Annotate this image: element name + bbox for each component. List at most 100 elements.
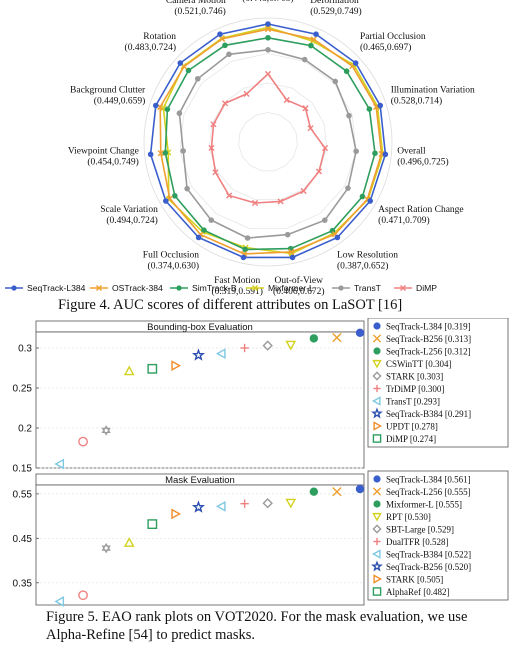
radar-point: [265, 21, 271, 27]
legend-marker: [372, 359, 382, 369]
rank-point: [191, 500, 205, 513]
radar-point: [284, 231, 291, 238]
legend-label: CSWinTT [0.304]: [386, 359, 451, 369]
radar-point: [185, 67, 192, 74]
legend-marker: [176, 285, 182, 291]
radar-point: [302, 105, 309, 112]
radar-point: [201, 227, 207, 233]
legend-marker: [11, 285, 17, 291]
rank-point: [54, 458, 65, 470]
legend-label: SeqTrack-L256 [0.555]: [386, 487, 471, 497]
radar-point: [217, 31, 223, 38]
radar-point: [180, 148, 186, 154]
attribute-range: (0.448,0.705): [242, 0, 293, 4]
radar-point: [226, 192, 233, 199]
legend-label: SBT-Large [0.529]: [386, 525, 454, 535]
legend-item: Mixformer-L [0.555]: [373, 500, 462, 510]
rank-point: [240, 499, 249, 508]
legend-item: SeqTrack-L384: [5, 283, 86, 293]
radar-point: [300, 187, 307, 195]
legend-item: STARK [0.505]: [373, 574, 443, 585]
legend-label: TransT: [354, 283, 382, 293]
radar-point: [310, 36, 317, 43]
attribute-range: (0.465,0.697): [360, 42, 411, 53]
radar-point: [195, 234, 202, 241]
radar-point: [366, 106, 373, 112]
attribute-name: Rotation: [143, 32, 176, 42]
rank-point: [171, 508, 182, 520]
y-tick-label: 0.3: [18, 344, 32, 355]
rank-point: [285, 340, 297, 351]
legend-marker: [373, 574, 383, 584]
rank-point: [240, 343, 249, 353]
attribute-name: Low Resolution: [337, 251, 398, 261]
legend-label: SimTrack-B: [192, 283, 237, 293]
radar-point: [353, 148, 359, 155]
figure-5-caption: Figure 5. EAO rank plots on VOT2020. For…: [46, 609, 468, 643]
legend-marker: [373, 347, 381, 355]
legend-label: SeqTrack-L384 [0.319]: [386, 322, 471, 332]
attribute-label: Aspect Ration Change(0.471,0.709): [378, 205, 463, 226]
rank-point: [123, 537, 135, 547]
rank-point: [54, 596, 65, 607]
legend-item: SeqTrack-L384 [0.319]: [373, 322, 471, 332]
radar-series-line: [162, 26, 384, 255]
rank-point: [171, 360, 182, 371]
rank-point: [262, 340, 273, 351]
radar-point: [162, 149, 169, 156]
legend-label: DualTFR [0.528]: [386, 537, 449, 547]
rank-point: [309, 334, 319, 343]
attribute-name: Deformation: [310, 0, 359, 6]
legend-item: TransT: [332, 283, 382, 293]
rank-point: [101, 425, 111, 436]
radar-point: [221, 100, 229, 107]
legend-marker: [371, 560, 383, 572]
radar-point: [210, 121, 217, 128]
attribute-label: Background Clutter(0.449,0.659): [70, 85, 146, 106]
attribute-label: Overall(0.496,0.725): [397, 146, 448, 167]
attribute-range: (0.374,0.630): [148, 261, 199, 272]
legend-item: SeqTrack-L384 [0.561]: [373, 475, 471, 485]
legend-marker: [372, 434, 382, 443]
attribute-range: (0.483,0.724): [125, 42, 176, 53]
radar-series-dimp: [208, 70, 329, 207]
plot-area: [35, 331, 365, 469]
y-tick-label: 0.45: [13, 534, 33, 545]
legend-marker: [372, 334, 382, 343]
legend-item: SeqTrack-B256 [0.313]: [372, 334, 471, 344]
legend-item: STARK [0.303]: [372, 371, 443, 382]
radar-point: [301, 56, 308, 63]
radar-point: [163, 198, 169, 204]
attribute-range: (0.471,0.709): [378, 215, 429, 226]
legend-label: RPT [0.530]: [386, 512, 431, 522]
legend-item: Mixformer-L: [246, 283, 314, 293]
legend-box: [367, 318, 509, 448]
radar-point: [289, 254, 296, 261]
attribute-name: Scale Variation: [100, 205, 158, 215]
legend-marker: [373, 322, 381, 330]
radar-point: [172, 193, 178, 199]
attribute-name: Overall: [397, 146, 426, 156]
legend-box: [367, 470, 509, 601]
rank-point: [309, 487, 319, 496]
attribute-name: Illumination Variation: [391, 85, 475, 95]
attribute-label: Rotation(0.483,0.724): [125, 32, 177, 53]
attribute-range: (0.528,0.714): [391, 95, 442, 106]
legend-label: TrDiMP [0.300]: [386, 384, 444, 394]
bbox-panel: Bounding-box Evaluation 0.15 0.2 0.25 0.3 Seq…: [13, 318, 509, 475]
legend-item: AlphaRef [0.482]: [372, 587, 449, 597]
radar-point: [152, 102, 159, 109]
radar-point: [264, 70, 272, 78]
radar-point: [321, 217, 328, 223]
panel-title: Mask Evaluation: [165, 475, 235, 486]
rank-point: [123, 365, 135, 376]
radar-point: [226, 51, 232, 58]
attribute-range: (0.496,0.725): [397, 156, 448, 167]
legend-marker: [373, 500, 381, 508]
legend-label: SeqTrack-L384 [0.561]: [386, 475, 471, 485]
attribute-label: Viewpoint Change(0.454,0.749): [68, 146, 139, 167]
legend-item: SeqTrack-L256 [0.312]: [373, 347, 471, 357]
legend-label: STARK [0.505]: [386, 575, 443, 585]
legend-marker: [252, 285, 258, 291]
legend-marker: [373, 384, 381, 393]
